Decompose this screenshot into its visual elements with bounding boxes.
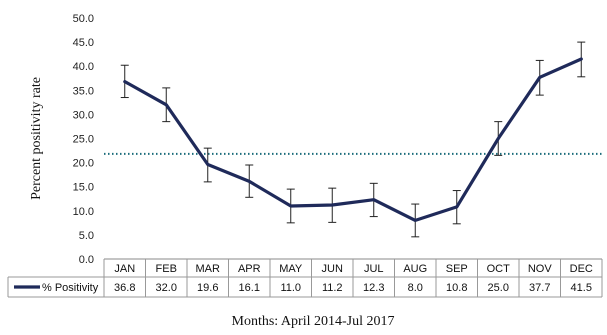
- value-label: 19.6: [197, 282, 218, 294]
- category-label: APR: [238, 263, 261, 275]
- value-label: 8.0: [408, 282, 423, 294]
- y-tick-label: 50.0: [73, 13, 94, 25]
- y-tick-label: 40.0: [73, 61, 94, 73]
- value-label: 16.1: [239, 282, 260, 294]
- value-label: 36.8: [114, 282, 135, 294]
- y-tick-label: 20.0: [73, 158, 94, 170]
- y-tick-label: 0.0: [79, 254, 94, 266]
- positivity-series-line: [123, 57, 583, 222]
- category-label: DEC: [570, 263, 593, 275]
- y-tick-label: 30.0: [73, 109, 94, 121]
- category-label: JUN: [322, 263, 343, 275]
- y-tick-label: 35.0: [73, 85, 94, 97]
- value-label: 32.0: [156, 282, 177, 294]
- category-label: MAR: [196, 263, 221, 275]
- category-label: MAY: [279, 263, 303, 275]
- legend-label: % Positivity: [42, 282, 99, 294]
- y-axis-title: Percent positivity rate: [29, 77, 44, 200]
- category-label: SEP: [446, 263, 468, 275]
- x-axis-title: Months: April 2014-Jul 2017: [232, 314, 395, 329]
- value-label: 11.0: [280, 282, 301, 294]
- category-label: JUL: [364, 263, 384, 275]
- value-label: 25.0: [488, 282, 509, 294]
- y-tick-label: 25.0: [73, 134, 94, 146]
- y-tick-label: 10.0: [73, 206, 94, 218]
- y-axis-tick-labels: 0.0 5.0 10.0 15.0 20.0 25.0 30.0 35.0 40.0 45.0 50…: [73, 13, 94, 266]
- value-label: 12.3: [363, 282, 384, 294]
- y-tick-label: 45.0: [73, 37, 94, 49]
- value-label: 37.7: [529, 282, 550, 294]
- category-label: OCT: [487, 263, 511, 275]
- value-label: 41.5: [571, 282, 592, 294]
- category-label: AUG: [403, 263, 427, 275]
- y-tick-label: 15.0: [73, 182, 94, 194]
- data-table: JAN 36.8 FEB 32.0 MAR 19.6 APR 16.1 MAY 11.0 JUN 11…: [7, 259, 603, 298]
- category-label: JAN: [114, 263, 135, 275]
- y-tick-label: 5.0: [79, 230, 94, 242]
- value-label: 11.2: [322, 282, 343, 294]
- category-label: FEB: [156, 263, 177, 275]
- value-label: 10.8: [446, 282, 467, 294]
- category-label: NOV: [528, 263, 553, 275]
